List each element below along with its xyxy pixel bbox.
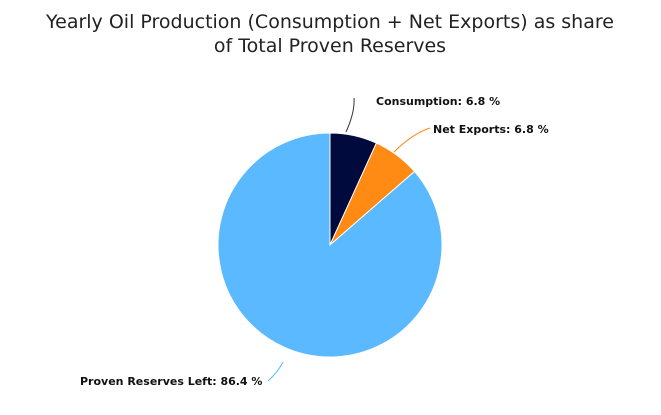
chart-title: Yearly Oil Production (Consumption + Net…	[45, 11, 614, 57]
connector-proven-reserves-left	[267, 361, 284, 382]
data-label-proven-reserves-left: Proven Reserves Left: 86.4 %	[80, 375, 262, 388]
connector-consumption	[345, 97, 355, 133]
pie-slice-proven-reserves-left	[217, 132, 443, 358]
data-label-consumption: Consumption: 6.8 %	[376, 95, 500, 108]
label-connectors	[267, 97, 431, 382]
pie-slices	[217, 132, 443, 358]
connector-net-exports	[393, 127, 431, 153]
data-label-net-exports: Net Exports: 6.8 %	[433, 123, 549, 136]
chart-title-line-1: Yearly Oil Production (Consumption + Net…	[45, 11, 614, 33]
chart-title-line-2: of Total Proven Reserves	[214, 35, 446, 57]
slice-labels: Consumption: 6.8 % Net Exports: 6.8 % Prov…	[80, 95, 549, 388]
